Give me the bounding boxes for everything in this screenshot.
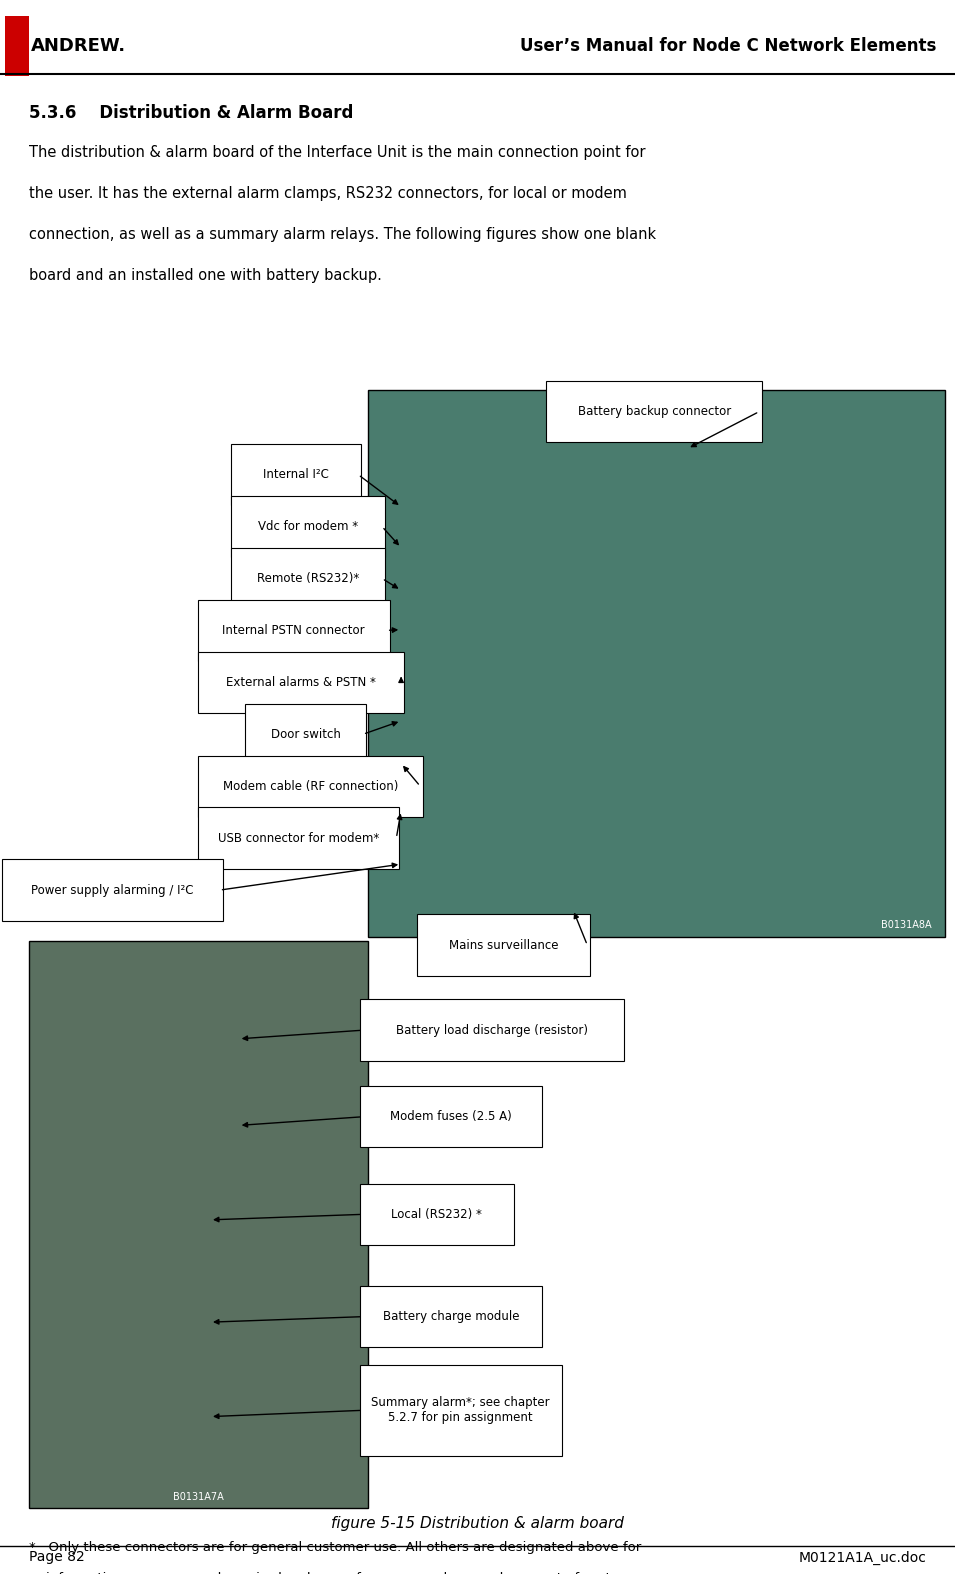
Text: Page 82: Page 82 [29,1550,84,1565]
Text: Remote (RS232)*: Remote (RS232)* [257,571,359,586]
Text: The distribution & alarm board of the Interface Unit is the main connection poin: The distribution & alarm board of the In… [29,145,646,161]
FancyBboxPatch shape [29,941,368,1508]
Text: figure 5-15 Distribution & alarm board: figure 5-15 Distribution & alarm board [331,1516,624,1532]
FancyBboxPatch shape [360,1086,542,1147]
FancyBboxPatch shape [198,756,423,817]
FancyBboxPatch shape [360,1184,514,1245]
Text: Modem cable (RF connection): Modem cable (RF connection) [223,779,398,793]
FancyBboxPatch shape [231,496,385,557]
Text: the user. It has the external alarm clamps, RS232 connectors, for local or modem: the user. It has the external alarm clam… [29,186,626,201]
FancyBboxPatch shape [245,704,366,765]
FancyBboxPatch shape [368,390,945,937]
FancyBboxPatch shape [546,381,762,442]
Text: connection, as well as a summary alarm relays. The following figures show one bl: connection, as well as a summary alarm r… [29,227,656,242]
Text: B0131A7A: B0131A7A [173,1492,223,1502]
Text: informative purposes, and required, only, e.g. for an upgrade or replacement of : informative purposes, and required, only… [29,1572,622,1574]
FancyBboxPatch shape [360,999,624,1061]
Text: USB connector for modem*: USB connector for modem* [218,831,379,845]
FancyBboxPatch shape [360,1365,562,1456]
Text: Internal PSTN connector: Internal PSTN connector [223,623,365,637]
Text: Local (RS232) *: Local (RS232) * [392,1207,482,1221]
FancyBboxPatch shape [198,652,404,713]
Text: Battery charge module: Battery charge module [383,1310,520,1324]
FancyBboxPatch shape [417,914,590,976]
Text: ANDREW.: ANDREW. [31,36,126,55]
Text: B0131A8A: B0131A8A [881,921,931,930]
Text: Vdc for modem *: Vdc for modem * [258,519,358,534]
Text: External alarms & PSTN *: External alarms & PSTN * [226,675,375,689]
Text: *   Only these connectors are for general customer use. All others are designate: * Only these connectors are for general … [29,1541,641,1554]
Text: Summary alarm*; see chapter
5.2.7 for pin assignment: Summary alarm*; see chapter 5.2.7 for pi… [371,1396,550,1424]
FancyBboxPatch shape [2,859,223,921]
Text: Mains surveillance: Mains surveillance [449,938,559,952]
Text: Door switch: Door switch [270,727,341,741]
Text: M0121A1A_uc.doc: M0121A1A_uc.doc [798,1550,926,1565]
Text: Power supply alarming / I²C: Power supply alarming / I²C [31,883,194,897]
FancyBboxPatch shape [231,548,385,609]
FancyBboxPatch shape [360,1286,542,1347]
FancyBboxPatch shape [5,16,29,76]
Text: 5.3.6    Distribution & Alarm Board: 5.3.6 Distribution & Alarm Board [29,104,353,121]
Text: Modem fuses (2.5 A): Modem fuses (2.5 A) [391,1110,512,1124]
Text: User’s Manual for Node C Network Elements: User’s Manual for Node C Network Element… [520,36,936,55]
Text: Battery backup connector: Battery backup connector [578,405,731,419]
FancyBboxPatch shape [198,600,390,661]
Text: Internal I²C: Internal I²C [264,467,329,482]
Text: Battery load discharge (resistor): Battery load discharge (resistor) [395,1023,588,1037]
FancyBboxPatch shape [198,807,399,869]
FancyBboxPatch shape [231,444,361,505]
Text: board and an installed one with battery backup.: board and an installed one with battery … [29,268,382,283]
